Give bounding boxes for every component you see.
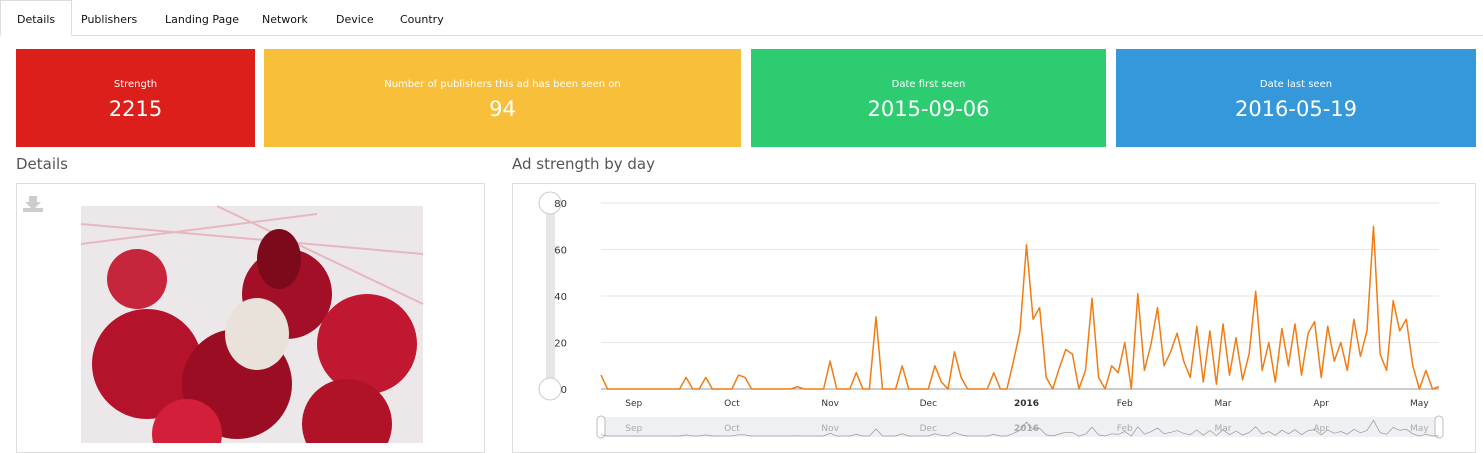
y-tick-label: 80	[554, 199, 567, 210]
tab[interactable]: Country	[400, 13, 444, 26]
tab[interactable]: Publishers	[81, 13, 138, 26]
y-tick-label: 60	[554, 246, 567, 257]
navigator-label: Sep	[625, 424, 642, 434]
x-tick-label: May	[1410, 399, 1429, 409]
data-line	[600, 225, 1440, 390]
stat-card: Number of publishers this ad has been se…	[264, 49, 741, 147]
slider-handle[interactable]	[538, 377, 562, 401]
tab[interactable]: Landing Page	[165, 13, 239, 26]
ad-image	[80, 205, 424, 443]
navigator-label: Mar	[1214, 424, 1231, 434]
x-tick-label: Oct	[724, 399, 740, 409]
y-range-slider[interactable]	[546, 203, 555, 389]
x-tick-label: Feb	[1117, 399, 1133, 409]
x-tick-label: Nov	[821, 399, 839, 409]
section-heading: Ad strength by day	[512, 155, 655, 173]
tab[interactable]: Details	[0, 0, 73, 36]
card-label: Number of publishers this ad has been se…	[384, 79, 621, 90]
navigator-label: Apr	[1313, 424, 1329, 434]
navigator-label: May	[1410, 424, 1429, 434]
navigator-handle[interactable]	[596, 415, 606, 439]
tab[interactable]: Device	[336, 13, 374, 26]
stat-card: Date first seen 2015-09-06	[751, 49, 1106, 147]
card-value: 2016-05-19	[1234, 97, 1358, 121]
x-tick-label: Sep	[625, 399, 642, 409]
card-value: 2015-09-06	[867, 97, 990, 121]
navigator-handle[interactable]	[1434, 415, 1444, 439]
navigator[interactable]	[601, 417, 1439, 437]
card-label: Strength	[113, 79, 158, 90]
card-value: 94	[489, 97, 516, 121]
y-tick-label: 40	[554, 292, 567, 303]
card-value: 2215	[108, 97, 163, 121]
navigator-label: Nov	[821, 424, 839, 434]
y-tick-label: 20	[554, 339, 567, 350]
stat-card: Date last seen 2016-05-19	[1116, 49, 1476, 147]
details-panel	[16, 183, 485, 453]
navigator-label: Feb	[1117, 424, 1133, 434]
card-label: Date first seen	[891, 79, 966, 90]
chart: 0 20 40 60 80 Sep Sep Oct Oct Nov Nov Dec Dec 2016 201…	[538, 191, 1444, 439]
x-tick-label: Apr	[1313, 399, 1329, 409]
navigator-line	[600, 419, 1440, 437]
x-tick-label: 2016	[1014, 399, 1039, 409]
ad-image-area	[23, 196, 424, 443]
card-label: Date last seen	[1259, 79, 1333, 90]
navigator-label: 2016	[1014, 424, 1039, 434]
download-icon[interactable]	[23, 196, 43, 212]
slider-handle[interactable]	[538, 191, 562, 215]
stat-card: Strength 2215	[16, 49, 255, 147]
y-tick-label: 0	[561, 385, 567, 396]
tab-bar: Details Publishers Landing Page Network …	[0, 0, 1483, 36]
navigator-label: Oct	[724, 424, 740, 434]
tab[interactable]: Network	[262, 13, 308, 26]
x-tick-label: Mar	[1214, 399, 1231, 409]
section-heading: Details	[16, 155, 69, 173]
x-tick-label: Dec	[920, 399, 937, 409]
chart-panel: 0 20 40 60 80 Sep Sep Oct Oct Nov Nov Dec Dec 2016 201…	[512, 183, 1476, 453]
navigator-label: Dec	[920, 424, 937, 434]
